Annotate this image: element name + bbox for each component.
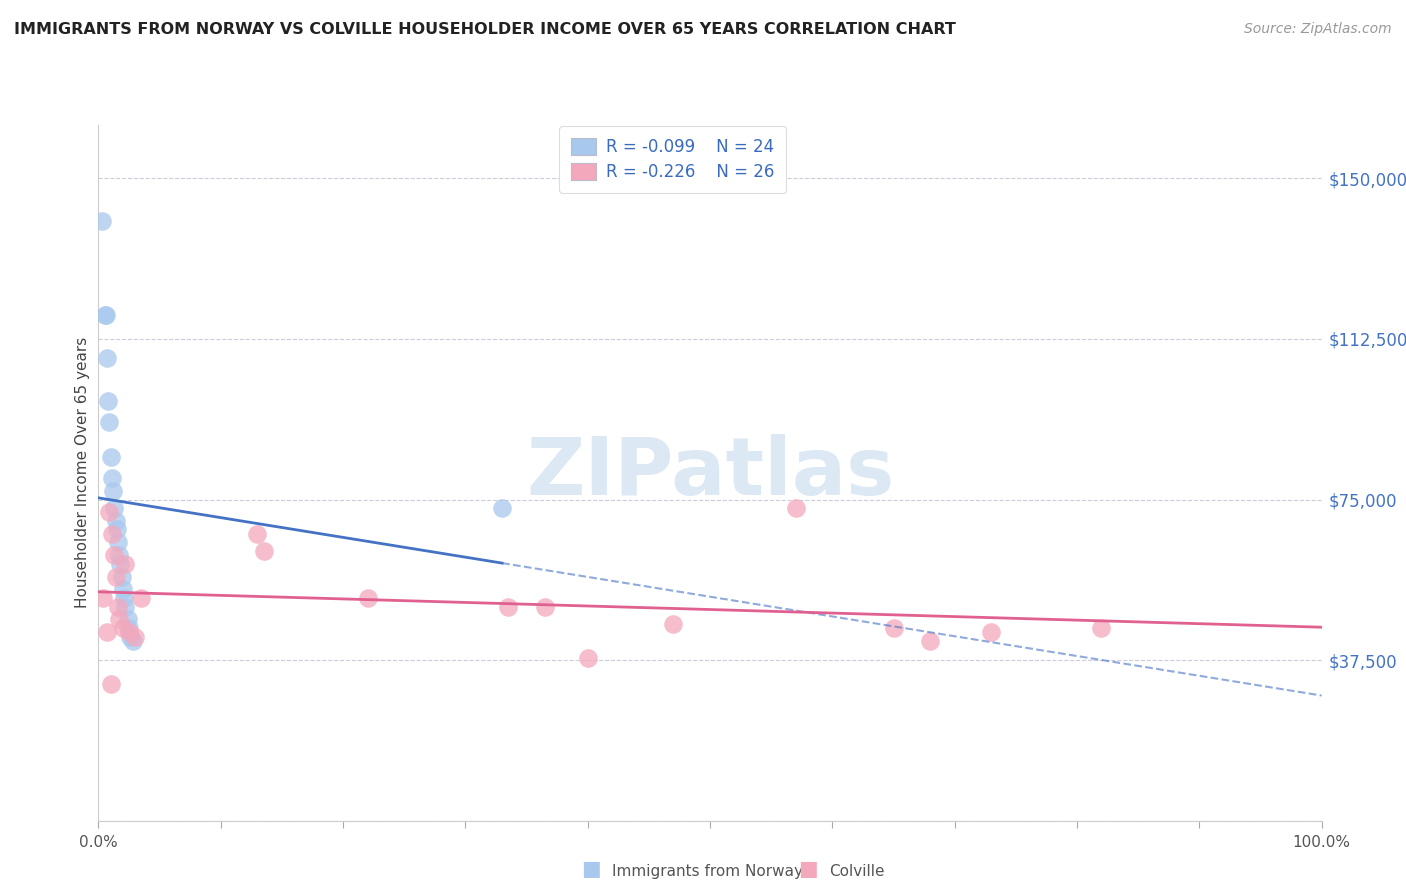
Point [98,416,121,430]
Point [108,612,131,626]
Point [104,569,127,583]
Text: ■: ■ [799,859,818,879]
Point [662,616,685,631]
Point [107,535,129,549]
Text: IMMIGRANTS FROM NORWAY VS COLVILLE HOUSEHOLDER INCOME OVER 65 YEARS CORRELATION : IMMIGRANTS FROM NORWAY VS COLVILLE HOUSE… [14,22,956,37]
Point [129,591,152,605]
Point [117,612,139,626]
Point [114,599,136,614]
Point [96,625,118,640]
Point [104,514,127,528]
Point [111,621,134,635]
Point [576,651,599,665]
Point [103,548,125,562]
Point [1090,621,1112,635]
Point [121,633,143,648]
Text: ■: ■ [581,859,600,879]
Point [98,505,121,519]
Point [252,544,274,558]
Point [120,630,142,644]
Point [114,557,136,571]
Point [97,394,120,409]
Text: Source: ZipAtlas.com: Source: ZipAtlas.com [1244,22,1392,37]
Point [91,214,114,228]
Point [980,625,1002,640]
Point [118,621,141,635]
Point [920,633,942,648]
Point [100,450,122,464]
Point [124,630,146,644]
Point [883,621,905,635]
Text: Immigrants from Norway: Immigrants from Norway [612,863,803,879]
Point [100,676,122,690]
Text: ZIPatlas: ZIPatlas [526,434,894,512]
Point [108,548,131,562]
Point [496,599,519,614]
Point [356,591,378,605]
Point [101,483,124,498]
Point [118,625,141,640]
Legend: R = -0.099    N = 24, R = -0.226    N = 26: R = -0.099 N = 24, R = -0.226 N = 26 [560,127,786,193]
Point [105,523,128,537]
Text: Colville: Colville [830,863,884,879]
Point [94,309,117,323]
Point [110,557,132,571]
Point [112,591,135,605]
Point [111,569,134,583]
Point [246,526,269,541]
Point [785,501,807,516]
Y-axis label: Householder Income Over 65 years: Householder Income Over 65 years [75,337,90,608]
Point [93,309,115,323]
Point [107,599,129,614]
Point [103,501,125,516]
Point [534,599,557,614]
Point [491,501,513,516]
Point [101,526,124,541]
Point [96,351,118,366]
Point [91,591,114,605]
Point [111,582,134,597]
Point [101,471,124,485]
